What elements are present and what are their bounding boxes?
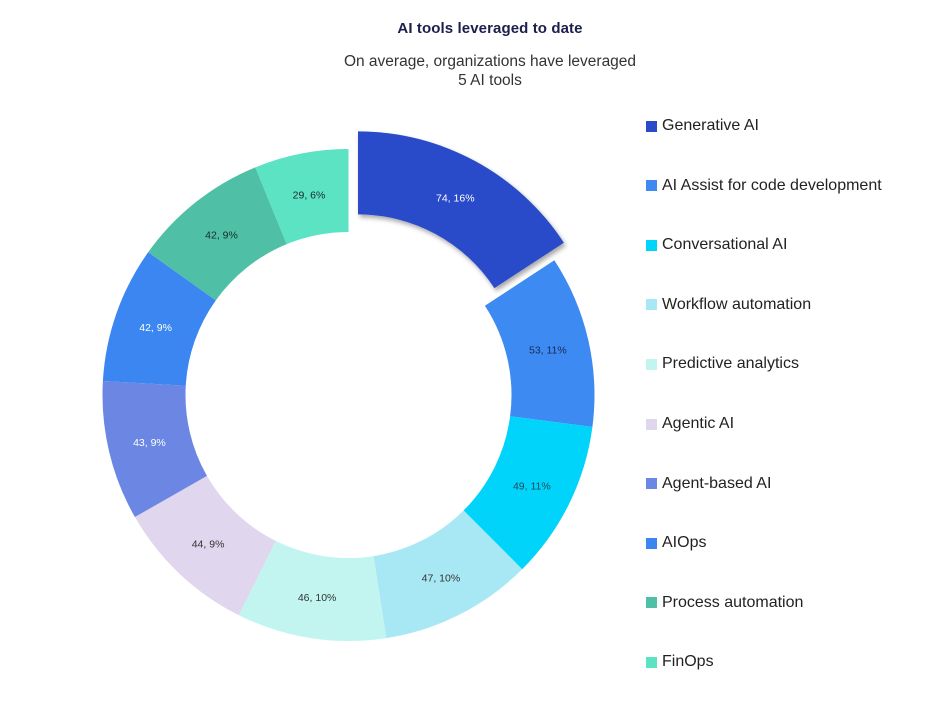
donut-slice-conversational-ai[interactable] [463,416,593,570]
legend-swatch-icon [646,299,657,311]
slice-data-label: 29, 6% [293,189,326,201]
legend-label: Predictive analytics [662,355,799,373]
legend-label: FinOps [662,653,714,671]
legend-label: Conversational AI [662,236,788,254]
slice-data-label: 53, 11% [529,344,567,356]
legend-label: Process automation [662,593,804,611]
slice-data-label: 43, 9% [133,437,166,449]
chart-subtitle: On average, organizations have leveraged… [0,52,944,90]
legend-item-workflow-automation[interactable]: Workflow automation [646,295,811,315]
donut-slices [102,131,595,641]
donut-slice-predictive-analytics[interactable] [238,540,387,641]
legend-swatch-icon [646,418,657,430]
slice-data-label: 46, 10% [298,592,337,604]
donut-slice-finops[interactable] [255,149,349,245]
legend-swatch-icon [646,358,657,370]
legend-label: AIOps [662,534,707,552]
legend-swatch-icon [646,537,657,549]
legend-swatch-icon [646,120,657,132]
donut-slice-agentic-ai[interactable] [134,475,276,616]
chart-title: AI tools leveraged to date [397,20,583,37]
legend-item-ai-assist-for-code-development[interactable]: AI Assist for code development [646,176,882,196]
legend-swatch-icon [646,597,657,609]
donut-slice-aiops[interactable] [102,252,216,386]
legend-label: Workflow automation [662,295,812,313]
legend-item-generative-ai[interactable]: Generative AI [646,116,759,136]
slice-data-label: 74, 16% [436,193,475,205]
legend-label: Generative AI [662,117,759,134]
donut-slice-agent-based-ai[interactable] [102,381,207,518]
legend-item-predictive-analytics[interactable]: Predictive analytics [646,354,799,374]
slice-data-label: 44, 9% [192,539,225,551]
legend-item-aiops[interactable]: AIOps [646,533,706,553]
legend-item-agent-based-ai[interactable]: Agent-based AI [646,474,771,494]
legend-item-process-automation[interactable]: Process automation [646,593,803,613]
legend-label: AI Assist for code development [662,176,882,194]
legend-swatch-icon [646,656,657,668]
slice-data-label: 42, 9% [205,230,238,242]
legend-swatch-icon [646,478,657,490]
legend-label: Agentic AI [662,415,735,432]
slice-data-label: 42, 9% [139,322,172,334]
donut-slice-process-automation[interactable] [148,167,287,301]
legend-label: Agent-based AI [662,474,772,492]
donut-labels: 74, 16% 53, 11% 49, 11% 47, 10% 46, 10% 44, 9… [133,189,567,604]
legend-swatch-icon [646,239,657,251]
slice-data-label: 49, 11% [513,481,551,493]
subtitle-line-2: 5 AI tools [458,72,522,89]
legend-item-finops[interactable]: FinOps [646,652,714,672]
legend-item-agentic-ai[interactable]: Agentic AI [646,414,734,434]
legend-swatch-icon [646,180,657,192]
donut-slice-ai-assist-for-code-development[interactable] [484,260,595,428]
legend-item-conversational-ai[interactable]: Conversational AI [646,235,787,255]
subtitle-line-1: On average, organizations have leveraged [343,53,637,70]
donut-slice-generative-ai[interactable] [358,131,564,289]
slice-data-label: 47, 10% [422,572,461,584]
donut-slice-workflow-automation[interactable] [373,510,523,639]
